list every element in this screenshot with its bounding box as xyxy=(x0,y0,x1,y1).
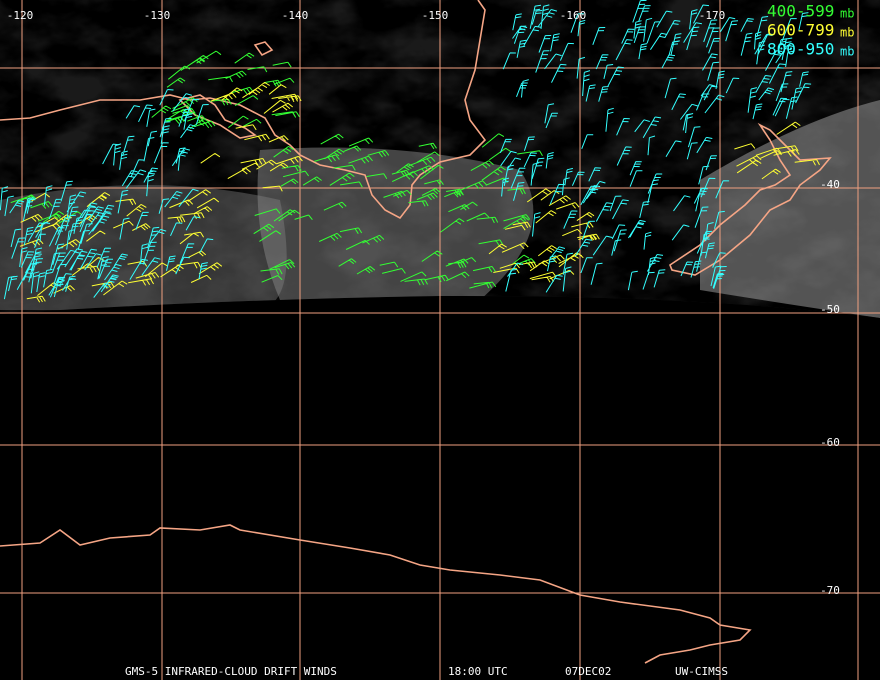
legend-range: 800-950 xyxy=(767,40,834,59)
legend: 400-599 mb 600-799 mb 800-950 mb xyxy=(767,2,854,59)
time-label: 18:00 UTC xyxy=(448,665,508,678)
longitude-label: -160 xyxy=(560,9,587,22)
latitude-label: -50 xyxy=(820,303,840,316)
grid-labels: -120 -130 -140 -150 -160 -170 -40 -50 -60 -70 xyxy=(7,9,840,597)
cloud-band xyxy=(700,100,880,318)
legend-unit: mb xyxy=(840,45,854,59)
coastline xyxy=(178,94,257,139)
wind-barb-set xyxy=(0,0,812,300)
latitude-label: -60 xyxy=(820,436,840,449)
product-label: GMS-5 INFRARED-CLOUD DRIFT WINDS xyxy=(125,665,337,678)
legend-range: 600-799 xyxy=(767,21,834,40)
coastlines xyxy=(0,0,832,664)
longitude-label: -140 xyxy=(282,9,309,22)
longitude-label: -170 xyxy=(699,9,726,22)
longitude-label: -130 xyxy=(144,9,171,22)
legend-unit: mb xyxy=(840,26,854,40)
coastline xyxy=(253,41,274,57)
latitude-label: -70 xyxy=(820,584,840,597)
wind-barbs xyxy=(0,0,820,303)
coastline xyxy=(0,524,752,664)
wind-barb-set xyxy=(10,50,543,289)
coastline xyxy=(0,0,487,220)
longitude-label: -150 xyxy=(422,9,449,22)
legend-range: 400-599 xyxy=(767,2,834,21)
date-label: 07DEC02 xyxy=(565,665,611,678)
coastline xyxy=(669,122,832,276)
footer: GMS-5 INFRARED-CLOUD DRIFT WINDS 18:00 U… xyxy=(125,665,728,678)
wind-barb-set xyxy=(19,81,820,303)
longitude-label: -120 xyxy=(7,9,34,22)
legend-unit: mb xyxy=(840,7,854,21)
cloud-band xyxy=(257,147,534,300)
source-label: UW-CIMSS xyxy=(675,665,728,678)
latitude-label: -40 xyxy=(820,178,840,191)
